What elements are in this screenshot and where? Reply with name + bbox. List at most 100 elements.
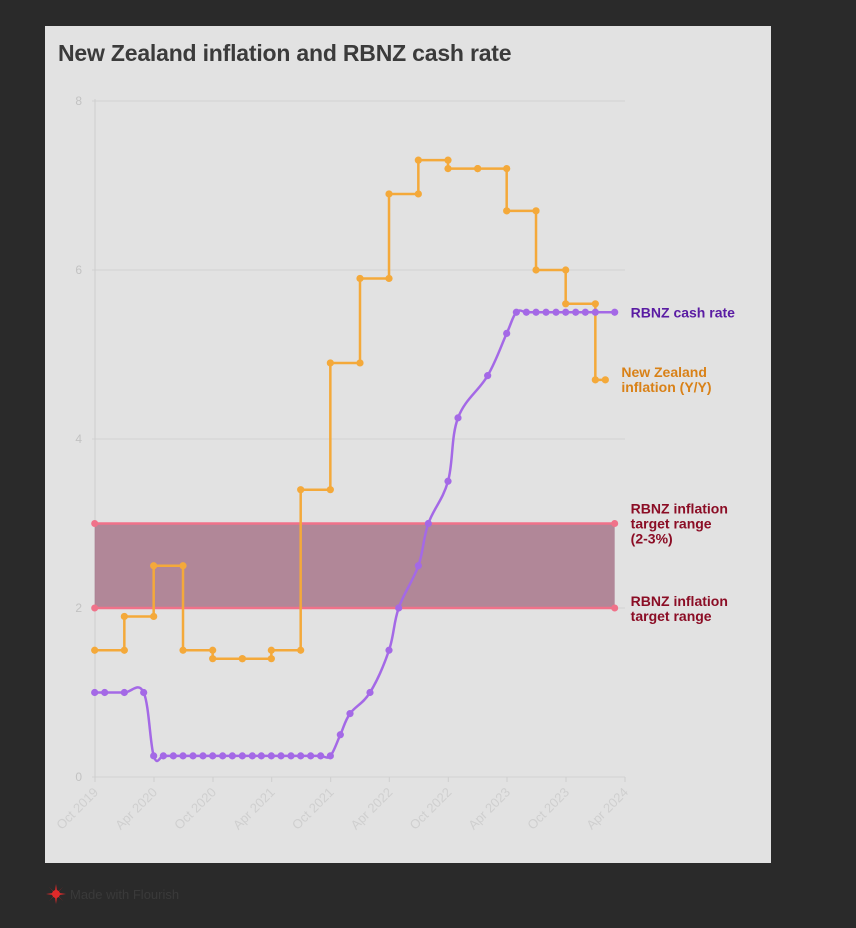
x-tick-label: Apr 2020: [112, 785, 160, 833]
inflation-point: [562, 300, 570, 308]
cash-rate-point: [385, 646, 393, 654]
cash-rate-point: [552, 308, 560, 316]
x-tick-label: Oct 2023: [524, 785, 572, 833]
y-tick-label: 6: [75, 263, 82, 277]
cash-rate-point: [277, 752, 285, 760]
cash-rate-point: [395, 604, 403, 612]
inflation-label: New Zealand inflation (Y/Y): [621, 364, 711, 395]
target-range-point: [91, 520, 99, 527]
cash-rate-point: [169, 752, 177, 760]
x-tick-label: Oct 2021: [289, 785, 337, 833]
cash-rate-point: [140, 688, 148, 697]
cash-rate-point: [346, 710, 354, 718]
cash-rate-point: [542, 308, 550, 316]
inflation-point: [356, 274, 364, 283]
y-tick-label: 8: [75, 94, 82, 108]
inflation-point: [474, 165, 482, 173]
cash-rate-point: [287, 752, 295, 760]
cash-rate-point: [444, 477, 452, 485]
inflation-point: [326, 359, 334, 367]
cash-rate-point: [562, 308, 570, 316]
inflation-point: [238, 655, 246, 663]
target-range-point: [91, 604, 99, 612]
cash-rate-point: [267, 752, 275, 760]
inflation-point: [297, 486, 305, 494]
y-axis-ticks: 0 2 4 6 8: [75, 94, 82, 784]
inflation-point: [414, 156, 422, 164]
inflation-point: [150, 562, 158, 570]
cash-rate-point: [512, 308, 520, 316]
inflation-point: [385, 190, 393, 198]
cash-rate-point: [199, 752, 207, 760]
inflation-point: [444, 165, 452, 173]
cash-rate-point: [307, 752, 315, 760]
y-tick-label: 4: [75, 432, 82, 446]
inflation-point: [503, 165, 511, 173]
cash-rate-point: [611, 308, 619, 316]
cash-rate-point: [454, 414, 462, 422]
inflation-point: [326, 486, 334, 494]
cash-rate-point: [120, 688, 128, 697]
chart-card: New Zealand inflation and RBNZ cash rate…: [45, 26, 771, 863]
inflation-point: [591, 300, 599, 308]
inflation-point: [444, 156, 452, 164]
cash-rate-point: [326, 752, 334, 760]
flourish-logo-icon: [46, 884, 66, 904]
cash-rate-point: [317, 752, 325, 760]
cash-rate-point: [189, 752, 197, 760]
cash-rate-point: [159, 752, 167, 760]
x-tick-label: Oct 2020: [171, 785, 219, 833]
cash-rate-point: [581, 308, 589, 316]
inflation-point: [591, 376, 599, 384]
x-tick-label: Apr 2021: [230, 785, 278, 833]
cash-rate-point: [228, 752, 236, 760]
cash-rate-point: [91, 688, 99, 697]
target-range-point: [611, 604, 619, 612]
series-lines: [91, 156, 619, 763]
cash-rate-point: [219, 752, 227, 760]
x-axis-ticks: Oct 2019 Apr 2020 Oct 2020 Apr 2021 Oct 2021…: [53, 777, 631, 832]
cash-rate-point: [209, 752, 217, 760]
made-with-flourish-link[interactable]: Made with Flourish: [46, 884, 179, 904]
inflation-point: [532, 266, 540, 274]
target-range-point: [611, 520, 619, 527]
inflation-point: [120, 646, 128, 654]
cash-rate-point: [424, 519, 432, 528]
cash-rate-label: RBNZ cash rate: [631, 304, 735, 320]
cash-rate-point: [484, 372, 492, 380]
cash-rate-point: [150, 752, 158, 760]
x-tick-label: Oct 2019: [53, 785, 101, 833]
cash-rate-point: [503, 329, 511, 337]
inflation-point: [120, 612, 128, 621]
cash-rate-point: [101, 688, 109, 697]
x-tick-label: Apr 2023: [465, 785, 513, 833]
inflation-point: [91, 646, 99, 654]
inflation-point: [209, 655, 217, 663]
inflation-point: [209, 646, 217, 654]
inflation-point: [267, 655, 275, 663]
target-lower-label: RBNZ inflation target range: [631, 593, 728, 624]
inflation-point: [150, 612, 158, 621]
cash-rate-point: [532, 308, 540, 316]
x-tick-label: Oct 2022: [407, 785, 455, 833]
inflation-point: [179, 562, 187, 570]
cash-rate-point: [572, 308, 580, 316]
cash-rate-point: [591, 308, 599, 316]
cash-rate-point: [414, 562, 422, 570]
cash-rate-point: [257, 752, 265, 760]
inflation-point: [297, 646, 305, 654]
cash-rate-point: [522, 308, 530, 316]
series-labels: RBNZ cash rate New Zealand inflation (Y/Y)…: [620, 303, 737, 626]
x-tick-label: Apr 2022: [348, 785, 396, 833]
grid-lines: [92, 99, 625, 778]
cash-rate-point: [366, 688, 374, 697]
cash-rate-point: [179, 752, 187, 760]
inflation-point: [414, 190, 422, 198]
inflation-point: [385, 274, 393, 283]
inflation-point: [532, 207, 540, 215]
cash-rate-point: [248, 752, 256, 760]
cash-rate-point: [297, 752, 305, 760]
inflation-point: [562, 266, 570, 274]
inflation-point: [503, 207, 511, 215]
